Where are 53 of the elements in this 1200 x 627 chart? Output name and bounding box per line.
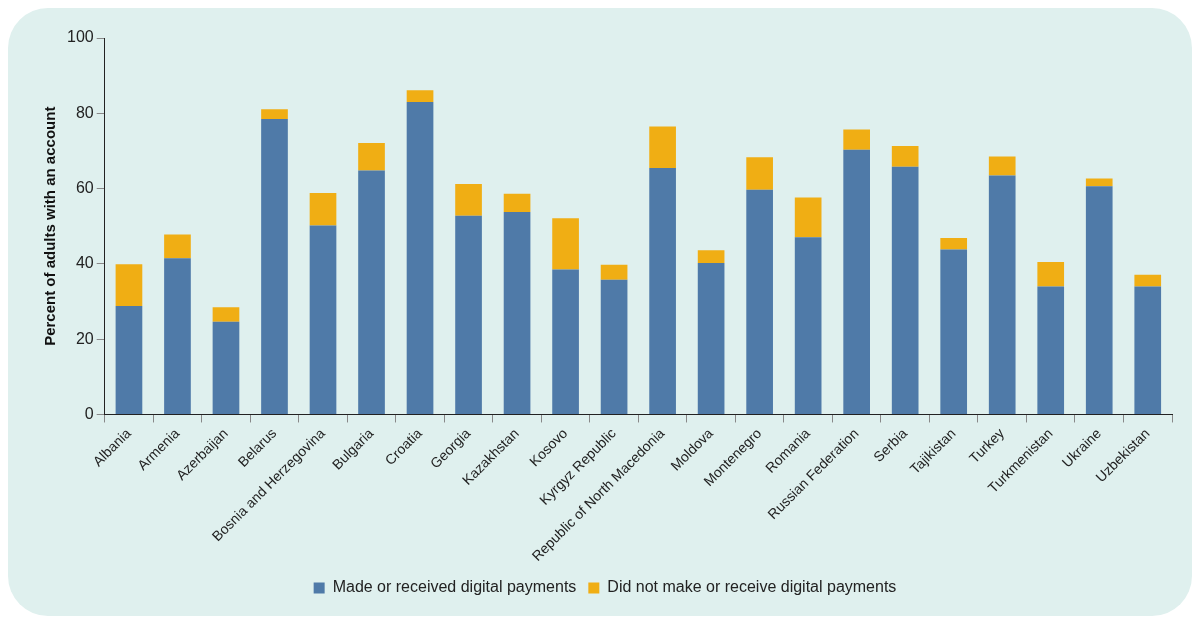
bar [455,184,482,216]
bar [455,215,482,414]
bar [697,263,725,414]
bar [843,129,870,150]
bar [988,156,1016,176]
bar [503,211,531,414]
bar [1037,286,1065,414]
bar [358,143,385,171]
bar [212,321,240,414]
bar [697,250,725,264]
bar [746,189,773,414]
y-tick-label: 80 [75,103,94,121]
bar [1085,178,1113,187]
bar [309,225,337,414]
bar [1037,261,1065,287]
bar [1085,186,1113,414]
bar [940,249,968,414]
bar [794,237,822,414]
legend-label: Did not make or receive digital payments [607,578,897,596]
bar [1134,274,1162,287]
bar [843,149,870,414]
bar [552,218,579,270]
y-tick-label: 60 [75,178,94,196]
bar [1134,286,1162,414]
bar [649,167,676,414]
y-tick-label: 20 [75,329,94,347]
bar [891,166,919,414]
bar [600,264,628,280]
bar [212,307,240,322]
bar [649,126,676,168]
bar [552,269,579,414]
bar [309,193,337,226]
bar [794,197,822,238]
bar [164,258,191,414]
bar [358,170,385,414]
bar [406,102,434,414]
bar [115,264,143,307]
bar [891,146,919,167]
bar [164,234,191,259]
bar [115,306,143,414]
bar [261,118,288,414]
bar [406,90,434,102]
bar [261,109,288,119]
y-tick-label: 0 [84,404,94,422]
bar [746,157,773,190]
y-axis-title: Percent of adults with an account [41,106,59,346]
bar [600,279,628,414]
bar [940,237,968,250]
legend-label: Made or received digital payments [332,578,577,596]
bar [503,193,531,212]
bar [988,175,1016,414]
y-tick-label: 100 [66,28,94,46]
y-tick-label: 40 [75,254,94,272]
